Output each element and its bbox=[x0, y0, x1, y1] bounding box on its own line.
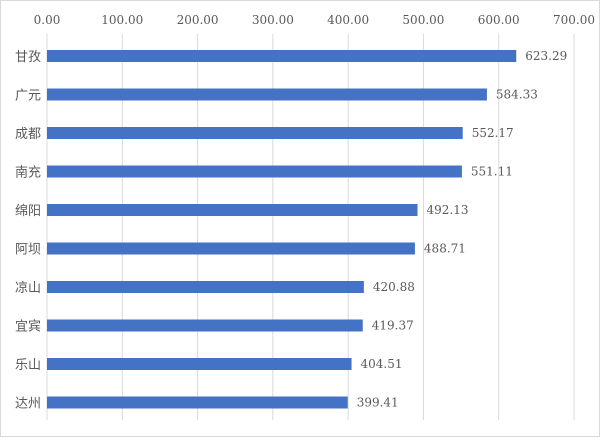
data-label: 419.37 bbox=[372, 319, 414, 333]
bar bbox=[47, 242, 415, 255]
bar bbox=[47, 165, 462, 178]
bar bbox=[47, 88, 487, 101]
category-label: 达州 bbox=[15, 397, 41, 412]
bar bbox=[47, 204, 418, 216]
category-label: 凉山 bbox=[15, 281, 41, 296]
x-tick-label: 200.00 bbox=[177, 13, 219, 27]
x-tick-label: 400.00 bbox=[327, 13, 369, 27]
category-label: 广元 bbox=[15, 89, 41, 104]
category-label: 阿坝 bbox=[15, 243, 41, 258]
data-label: 404.51 bbox=[361, 357, 403, 371]
x-tick-label: 700.00 bbox=[553, 13, 595, 27]
data-label: 584.33 bbox=[496, 88, 538, 102]
x-tick-label: 300.00 bbox=[252, 13, 294, 27]
data-label: 399.41 bbox=[357, 396, 399, 410]
x-tick-label: 100.00 bbox=[101, 13, 143, 27]
data-label: 420.88 bbox=[373, 280, 415, 294]
x-tick-label: 600.00 bbox=[478, 13, 520, 27]
category-label: 乐山 bbox=[15, 358, 41, 373]
x-tick-label: 500.00 bbox=[402, 13, 444, 27]
bar bbox=[47, 319, 363, 332]
category-label: 成都 bbox=[15, 127, 41, 142]
category-label: 甘孜 bbox=[15, 50, 41, 65]
data-label: 488.71 bbox=[424, 242, 466, 256]
bar bbox=[47, 127, 463, 139]
data-label: 551.11 bbox=[471, 165, 513, 179]
bar bbox=[47, 50, 517, 62]
category-label: 南充 bbox=[15, 165, 41, 181]
bar bbox=[47, 281, 364, 293]
data-label: 623.29 bbox=[525, 49, 567, 63]
category-label: 宜宾 bbox=[15, 319, 41, 335]
bar bbox=[47, 358, 352, 370]
category-label: 绵阳 bbox=[15, 204, 41, 219]
x-tick-label: 0.00 bbox=[34, 13, 61, 27]
data-label: 492.13 bbox=[427, 203, 469, 217]
bar bbox=[47, 396, 348, 409]
data-label: 552.17 bbox=[472, 126, 514, 140]
